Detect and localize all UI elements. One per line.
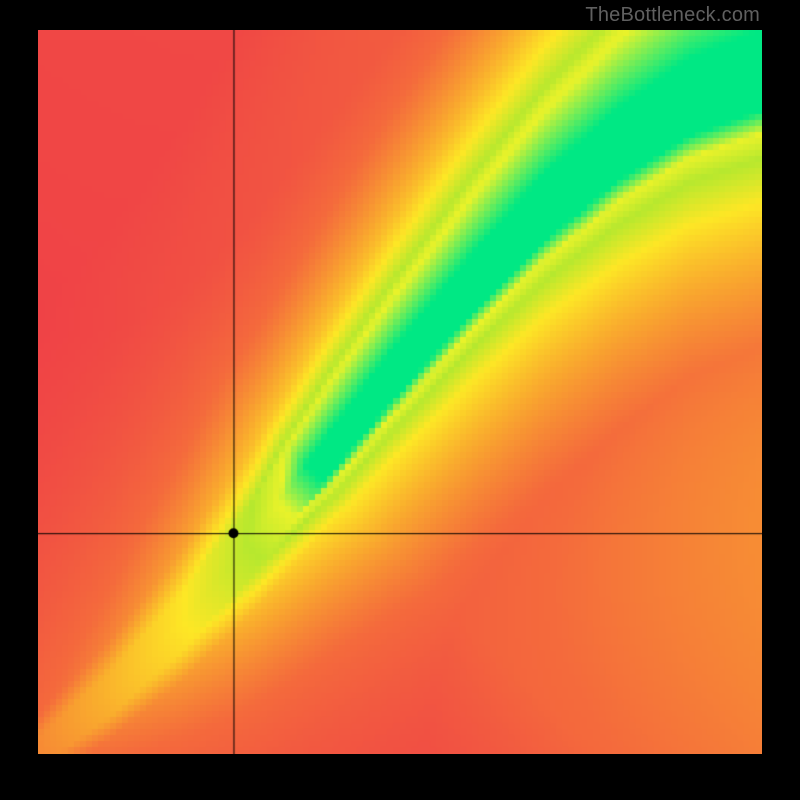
- bottleneck-heatmap: [38, 30, 762, 754]
- plot-area: [38, 30, 762, 754]
- chart-frame: TheBottleneck.com: [0, 0, 800, 800]
- watermark-text: TheBottleneck.com: [585, 4, 760, 27]
